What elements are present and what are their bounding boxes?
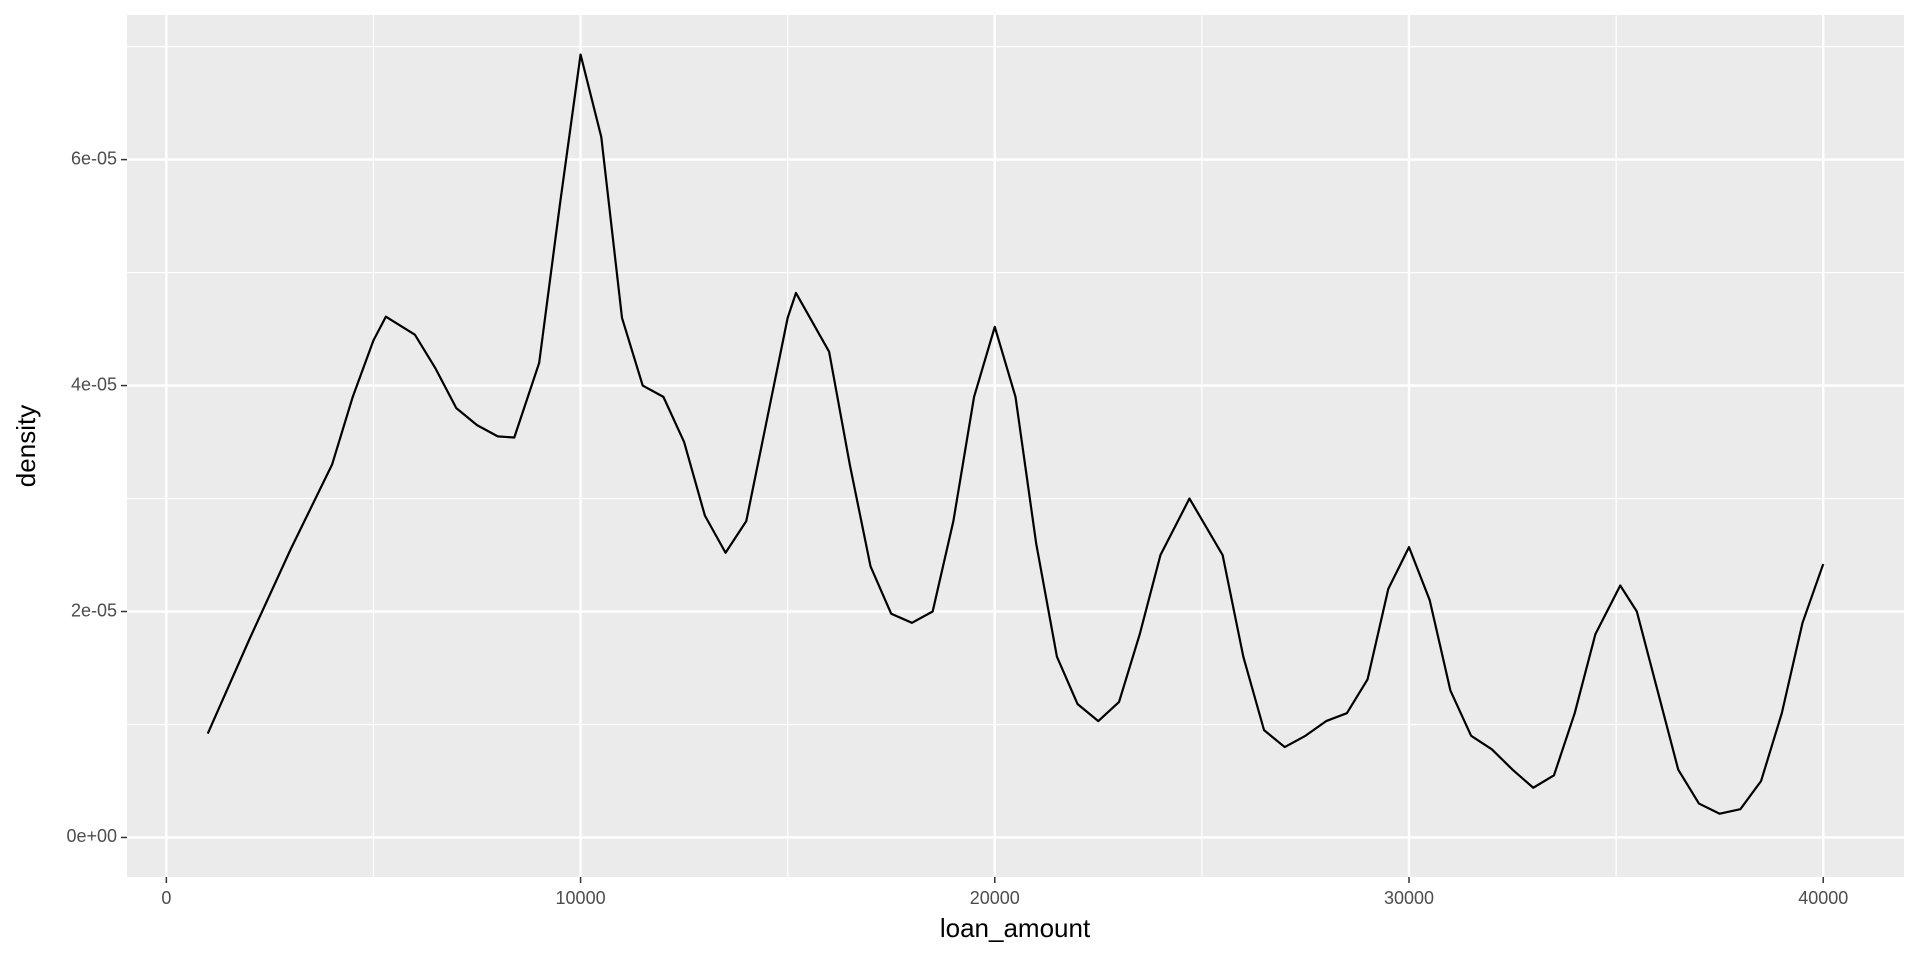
x-tick-label: 0 bbox=[161, 888, 171, 908]
x-tick-label: 10000 bbox=[556, 888, 606, 908]
y-tick-label: 2e-05 bbox=[71, 600, 117, 620]
y-axis-title: density bbox=[11, 405, 41, 487]
density-line bbox=[206, 53, 1825, 815]
x-axis-title: loan_amount bbox=[940, 913, 1091, 943]
x-tick-label: 30000 bbox=[1384, 888, 1434, 908]
y-tick-label: 4e-05 bbox=[71, 374, 117, 394]
x-tick-label: 20000 bbox=[970, 888, 1020, 908]
panel bbox=[127, 15, 1904, 877]
y-tick-label: 0e+00 bbox=[66, 826, 117, 846]
x-tick-label: 40000 bbox=[1798, 888, 1848, 908]
y-tick-label: 6e-05 bbox=[71, 148, 117, 168]
